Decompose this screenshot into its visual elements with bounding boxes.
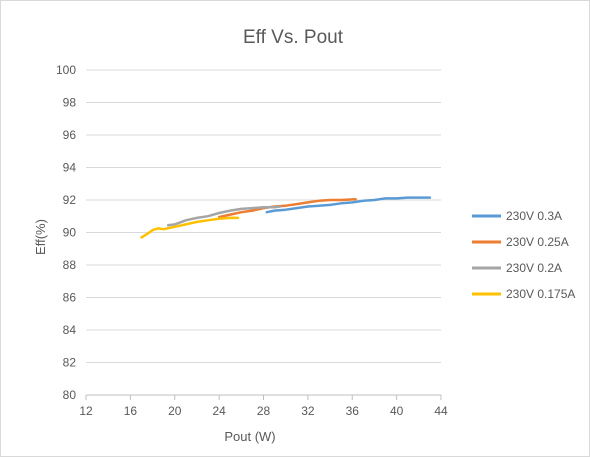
y-tick-label: 94 — [63, 161, 77, 175]
y-tick-label: 84 — [63, 323, 77, 337]
x-tick-label: 28 — [257, 404, 271, 418]
legend-label-3: 230V 0.2A — [506, 261, 562, 275]
series-lines — [140, 196, 432, 239]
x-tick-label: 44 — [434, 404, 448, 418]
axes: 80 82 84 86 88 90 92 94 96 98 100 12 16 20 24 28 32 36 40 4… — [56, 63, 448, 418]
x-tick-label: 16 — [124, 404, 138, 418]
legend-label-1: 230V 0.3A — [506, 209, 562, 223]
x-tick-label: 36 — [346, 404, 360, 418]
x-tick-label: 32 — [301, 404, 315, 418]
chart-title: Eff Vs. Pout — [243, 27, 344, 48]
y-axis-title: Eff(%) — [33, 219, 48, 255]
y-tick-label: 90 — [63, 226, 77, 240]
y-tick-label: 100 — [56, 63, 76, 77]
series-line-2 — [217, 197, 357, 219]
x-tick-label: 20 — [168, 404, 182, 418]
series-line-3 — [166, 205, 282, 227]
y-tick-label: 96 — [63, 128, 77, 142]
y-tick-label: 80 — [63, 388, 77, 402]
series-line-1 — [265, 196, 432, 214]
series-line-4 — [140, 216, 240, 239]
legend: 230V 0.3A 230V 0.25A 230V 0.2A 230V 0.175A — [472, 209, 575, 301]
y-tick-label: 98 — [63, 96, 77, 110]
y-tick-label: 88 — [63, 258, 77, 272]
legend-label-2: 230V 0.25A — [506, 235, 569, 249]
legend-label-4: 230V 0.175A — [506, 287, 575, 301]
x-tick-label: 40 — [390, 404, 404, 418]
y-tick-label: 92 — [63, 193, 77, 207]
x-axis-title: Pout (W) — [224, 429, 275, 444]
y-tick-label: 82 — [63, 356, 77, 370]
x-tick-label: 12 — [79, 404, 93, 418]
gridlines — [86, 69, 441, 396]
x-tick-label: 24 — [212, 404, 226, 418]
y-tick-label: 86 — [63, 291, 77, 305]
